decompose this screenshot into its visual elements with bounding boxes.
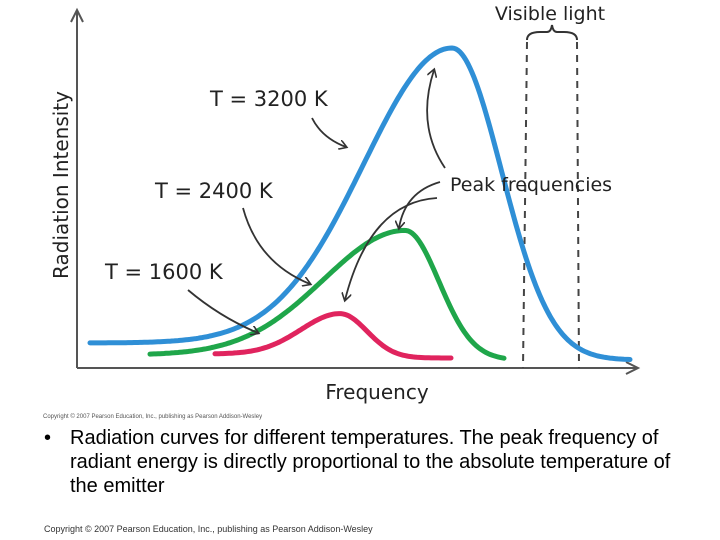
label-2400k: T = 2400 K	[154, 179, 274, 203]
x-axis-label: Frequency	[325, 380, 428, 404]
caption: • Radiation curves for different tempera…	[44, 426, 694, 498]
arrow-3200-label-icon	[311, 117, 346, 147]
arrow-peak-3200-icon	[426, 70, 446, 169]
curve-1600k	[212, 311, 454, 361]
visible-light-left-boundary	[522, 41, 528, 369]
curve-2400k	[147, 227, 507, 361]
visible-light-right-boundary	[576, 41, 580, 369]
footer-copyright: Copyright © 2007 Pearson Education, Inc.…	[44, 524, 373, 534]
arrow-1600-label-icon	[187, 289, 258, 333]
label-1600k: T = 1600 K	[104, 260, 224, 284]
figure-copyright: Copyright © 2007 Pearson Education, Inc.…	[43, 413, 262, 420]
label-3200k: T = 3200 K	[209, 87, 329, 111]
y-axis-label: Radiation Intensity	[49, 91, 73, 279]
curve-3200k	[87, 45, 633, 362]
y-axis-arrow-icon	[70, 7, 84, 23]
arrow-peak-2400-icon	[399, 181, 441, 228]
visible-light-brace-icon	[526, 24, 578, 41]
radiation-chart: Frequency Radiation Intensity Visible li…	[43, 3, 641, 420]
arrow-peak-1600-icon	[345, 197, 438, 300]
bullet: •	[44, 427, 52, 449]
visible-light-label: Visible light	[495, 3, 605, 25]
x-axis-arrow-icon	[625, 361, 641, 375]
caption-text: Radiation curves for different temperatu…	[70, 427, 671, 497]
peak-frequencies-label: Peak frequencies	[450, 174, 612, 196]
arrow-2400-label-icon	[242, 207, 310, 284]
